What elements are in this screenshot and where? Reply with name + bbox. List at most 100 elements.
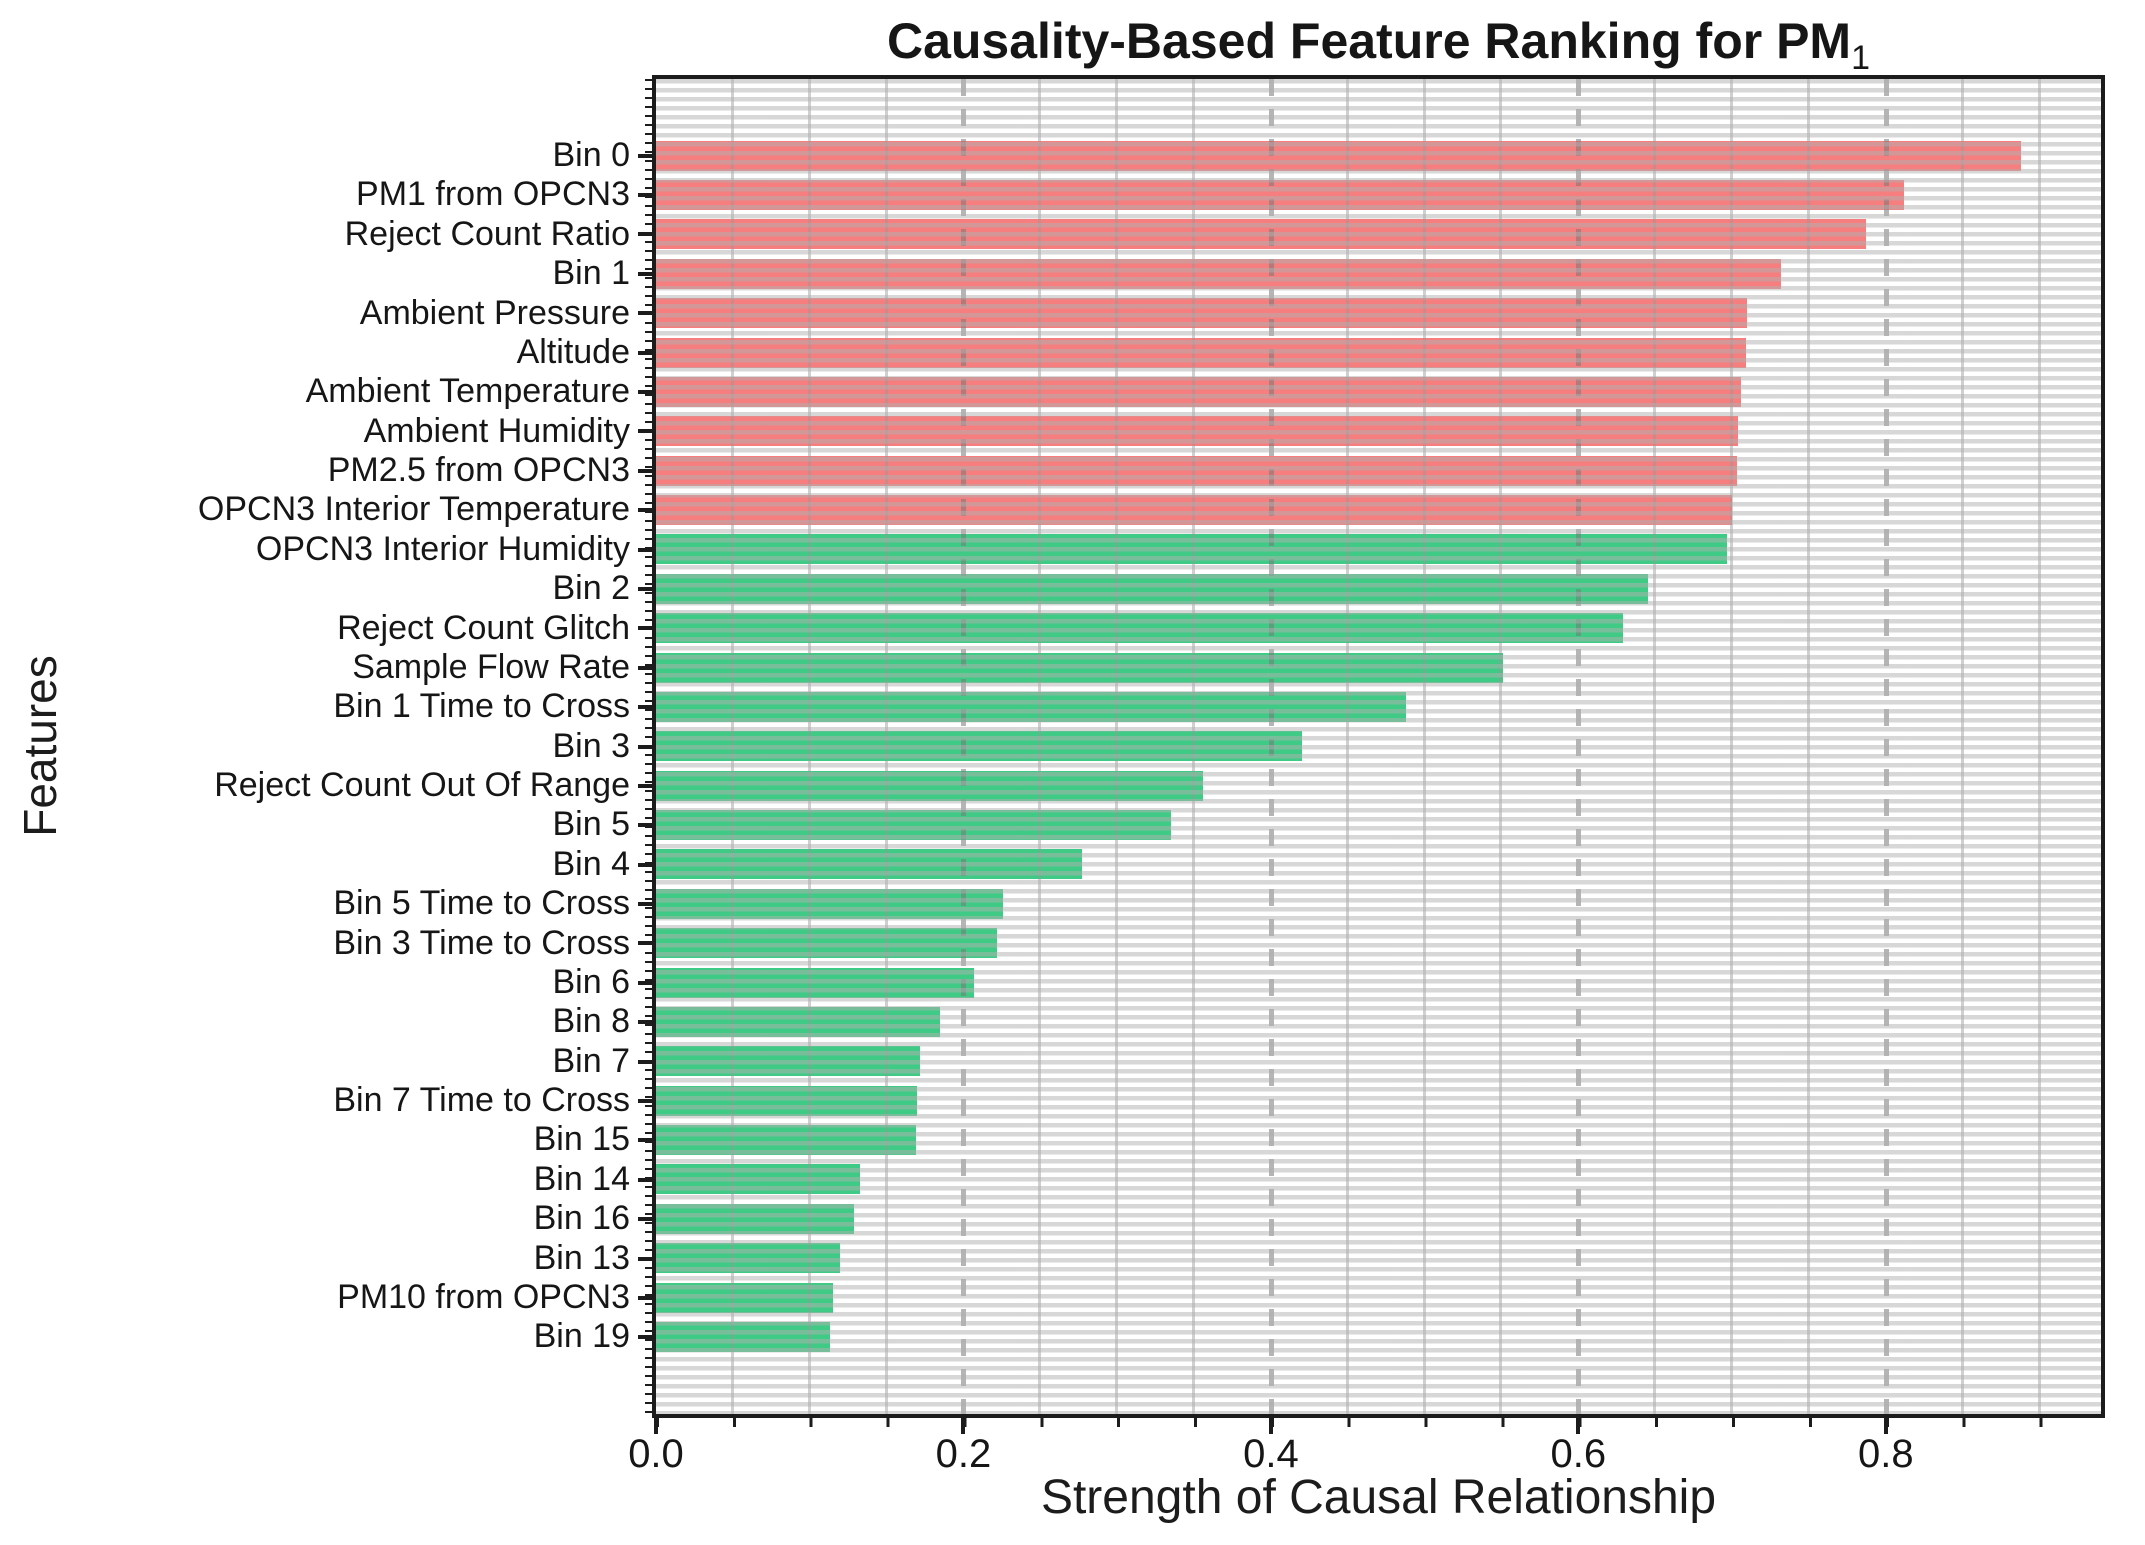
bar-ambient-humidity (656, 416, 1739, 447)
bar-reject-count-ratio (656, 219, 1866, 250)
y-tick-label-opcn3-interior-humidity: OPCN3 Interior Humidity (255, 529, 630, 568)
y-tick-bin-7 (638, 1059, 652, 1064)
bar-bin-4 (656, 849, 1082, 880)
y-tick-bin-16 (638, 1217, 652, 1222)
bar-bin-8 (656, 1006, 941, 1037)
bar-bin-7-time-to-cross (656, 1085, 918, 1116)
gridline-minor-0.7 (1730, 79, 1734, 1414)
y-tick-bin-8 (638, 1020, 652, 1025)
x-tick-0.8 (1883, 1418, 1888, 1434)
x-axis-title: Strength of Causal Relationship (1040, 1471, 1717, 1524)
bar-ambient-pressure (656, 298, 1748, 329)
bar-row-pm2-5-from-opcn3 (656, 451, 2101, 490)
y-tick-reject-count-out-of-range (638, 783, 652, 788)
bar-row-bin-6 (656, 963, 2101, 1002)
gridline-minor-0.65 (1653, 79, 1657, 1414)
y-tick-label-bin-3: Bin 3 (552, 726, 631, 765)
bar-row-bin-15 (656, 1120, 2101, 1159)
bar-bin-6 (656, 967, 975, 998)
y-tick-label-bin-16: Bin 16 (533, 1199, 630, 1238)
bar-row-ambient-pressure (656, 294, 2101, 333)
bar-row-reject-count-glitch (656, 609, 2101, 648)
bar-pm1-from-opcn3 (656, 180, 1905, 211)
y-tick-bin-3-time-to-cross (638, 941, 652, 946)
y-tick-label-bin-5-time-to-cross: Bin 5 Time to Cross (333, 884, 630, 923)
bar-row-reject-count-ratio (656, 215, 2101, 254)
bar-sample-flow-rate (656, 652, 1504, 683)
bar-row-bin-19 (656, 1317, 2101, 1356)
y-tick-ambient-pressure (638, 311, 652, 316)
gridline-minor-0.3 (1115, 79, 1119, 1414)
bar-row-bin-2 (656, 569, 2101, 608)
bar-bin-1-time-to-cross (656, 691, 1407, 722)
y-tick-bin-7-time-to-cross (638, 1098, 652, 1103)
chart-title-text: Causality-Based Feature Ranking for PM (886, 13, 1852, 69)
bar-row-opcn3-interior-humidity (656, 530, 2101, 569)
y-tick-bin-19 (638, 1335, 652, 1340)
bar-bin-3-time-to-cross (656, 928, 998, 959)
bar-row-bin-5 (656, 805, 2101, 844)
y-tick-label-pm1-from-opcn3: PM1 from OPCN3 (356, 175, 630, 214)
bar-row-bin-0 (656, 136, 2101, 175)
x-tick-label-0.0: 0.0 (628, 1432, 684, 1476)
bar-row-pm10-from-opcn3 (656, 1278, 2101, 1317)
bar-row-pm1-from-opcn3 (656, 175, 2101, 214)
chart-title-subscript: 1 (1851, 39, 1871, 77)
y-tick-bin-5-time-to-cross (638, 902, 652, 907)
y-tick-label-opcn3-interior-temperature: OPCN3 Interior Temperature (197, 490, 630, 529)
gridline-major-0.8 (1883, 79, 1889, 1414)
y-tick-bin-2 (638, 586, 652, 591)
y-tick-bin-1-time-to-cross (638, 705, 652, 710)
gridline-minor-0.25 (1038, 79, 1042, 1414)
gridline-minor-0.15 (884, 79, 888, 1414)
y-tick-reject-count-ratio (638, 232, 652, 237)
gridline-minor-0.55 (1499, 79, 1503, 1414)
chart-title: Causality-Based Feature Ranking for PM1 (652, 12, 2105, 75)
y-tick-bin-15 (638, 1138, 652, 1143)
y-tick-opcn3-interior-temperature (638, 508, 652, 513)
y-tick-reject-count-glitch (638, 626, 652, 631)
bar-row-bin-5-time-to-cross (656, 884, 2101, 923)
bar-bin-13 (656, 1243, 841, 1274)
bar-row-bin-4 (656, 845, 2101, 884)
bar-bin-7 (656, 1046, 921, 1077)
y-tick-label-reject-count-ratio: Reject Count Ratio (344, 214, 630, 253)
gridline-major-0.2 (961, 79, 967, 1414)
y-tick-bin-1 (638, 271, 652, 276)
y-tick-label-sample-flow-rate: Sample Flow Rate (352, 647, 630, 686)
y-tick-bin-4 (638, 862, 652, 867)
y-tick-label-pm10-from-opcn3: PM10 from OPCN3 (337, 1277, 630, 1316)
x-tick-label-0.6: 0.6 (1550, 1432, 1607, 1476)
y-tick-label-ambient-humidity: Ambient Humidity (363, 411, 630, 450)
gridline-minor-0.75 (1806, 79, 1810, 1414)
y-tick-label-bin-19: Bin 19 (533, 1317, 630, 1356)
bar-bin-19 (656, 1321, 830, 1352)
bar-row-bin-1-time-to-cross (656, 687, 2101, 726)
y-tick-label-bin-14: Bin 14 (533, 1159, 630, 1198)
bar-bin-5-time-to-cross (656, 888, 1004, 919)
y-tick-bin-13 (638, 1256, 652, 1261)
bar-pm10-from-opcn3 (656, 1282, 833, 1313)
bar-bin-0 (656, 140, 2022, 171)
bar-row-ambient-humidity (656, 412, 2101, 451)
y-tick-label-bin-3-time-to-cross: Bin 3 Time to Cross (333, 923, 630, 962)
bar-row-ambient-temperature (656, 372, 2101, 411)
bar-row-altitude (656, 333, 2101, 372)
y-tick-label-bin-8: Bin 8 (552, 1002, 631, 1041)
x-tick-0.6 (1576, 1418, 1581, 1434)
x-tick-label-0.2: 0.2 (935, 1432, 992, 1476)
bar-row-sample-flow-rate (656, 648, 2101, 687)
bar-bin-2 (656, 573, 1648, 604)
bar-bin-16 (656, 1203, 855, 1234)
bar-row-bin-3-time-to-cross (656, 924, 2101, 963)
y-tick-label-bin-5: Bin 5 (552, 805, 631, 844)
y-tick-pm1-from-opcn3 (638, 193, 652, 198)
y-tick-bin-0 (638, 153, 652, 158)
bar-row-bin-3 (656, 727, 2101, 766)
bar-opcn3-interior-humidity (656, 534, 1728, 565)
bar-bin-5 (656, 810, 1171, 841)
gridline-minor-0.1 (807, 79, 811, 1414)
y-tick-ambient-humidity (638, 429, 652, 434)
y-tick-label-bin-6: Bin 6 (552, 962, 631, 1001)
